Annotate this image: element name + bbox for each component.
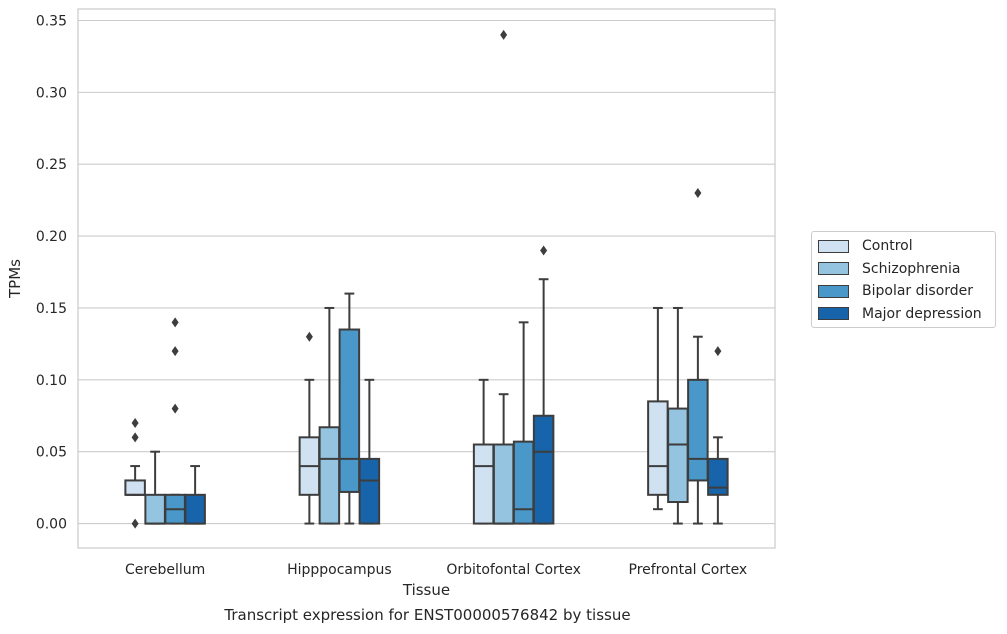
x-tick-label: Hipppocampus [287, 562, 392, 578]
box-iqr [512, 440, 535, 525]
y-tick-label: 0.10 [36, 373, 67, 389]
box-major-depression [358, 378, 381, 525]
box-iqr [687, 378, 709, 482]
box-iqr [647, 400, 669, 496]
x-tick-label: Cerebellum [125, 562, 205, 578]
plot-frame [77, 8, 776, 549]
outlier-point [540, 245, 548, 256]
y-axis-label: TPMs [6, 259, 24, 299]
y-tick-label: 0.35 [36, 13, 67, 29]
box-major-depression [707, 346, 729, 525]
box-iqr [124, 479, 146, 496]
box-bipolar-disorder [687, 187, 709, 525]
box-bipolar-disorder [338, 292, 361, 525]
outlier-point [171, 403, 179, 414]
legend-label: Bipolar disorder [862, 283, 974, 300]
outlier-point [694, 187, 702, 198]
box-major-depression [184, 465, 206, 525]
x-tick-label: Orbitofontal Cortex [446, 562, 581, 578]
boxes-group [124, 29, 729, 529]
legend-item: Major depression [818, 303, 989, 326]
y-tick-label: 0.15 [36, 301, 67, 317]
box-iqr [144, 493, 166, 525]
box-bipolar-disorder [164, 317, 186, 525]
box-schizophrenia [667, 306, 689, 525]
legend-label: Control [862, 238, 913, 255]
box-schizophrenia [492, 29, 515, 525]
outlier-point [171, 346, 179, 357]
box-iqr [667, 407, 689, 504]
outlier-point [305, 331, 313, 342]
outlier-point [714, 346, 722, 357]
legend-label: Schizophrenia [862, 260, 961, 277]
box-control [647, 306, 669, 511]
outlier-point [171, 317, 179, 328]
outlier-point [500, 29, 508, 40]
legend-item: Schizophrenia [818, 258, 989, 281]
y-tick-label: 0.20 [36, 229, 67, 245]
box-schizophrenia [318, 306, 341, 525]
box-iqr [532, 414, 555, 525]
box-control [472, 378, 495, 525]
box-major-depression [532, 245, 555, 525]
legend-item: Control [818, 235, 989, 258]
box-iqr [318, 426, 341, 525]
legend-swatch [818, 262, 849, 276]
y-tick-label: 0.25 [36, 157, 67, 173]
box-iqr [338, 328, 361, 493]
x-tick-labels: Cerebellum Hipppocampus Orbitofontal Corte… [125, 562, 747, 578]
outlier-point [131, 432, 139, 443]
legend-swatch [818, 239, 849, 253]
outlier-point [131, 417, 139, 428]
outlier-point [131, 518, 139, 529]
legend: Control Schizophrenia Bipolar disorder Majo… [811, 231, 996, 328]
box-control [124, 417, 146, 529]
box-iqr [358, 457, 381, 525]
legend-label: Major depression [862, 305, 982, 322]
legend-item: Bipolar disorder [818, 280, 989, 303]
y-tick-label: 0.00 [36, 517, 67, 533]
y-tick-labels: 0.00 0.05 0.10 0.15 0.20 0.25 0.30 0.35 [36, 13, 67, 532]
legend-swatch [818, 284, 849, 298]
box-iqr [707, 457, 729, 496]
box-iqr [492, 443, 515, 525]
legend-swatch [818, 307, 849, 321]
y-tick-label: 0.05 [36, 445, 67, 461]
box-iqr [472, 443, 495, 525]
chart-caption: Transcript expression for ENST0000057684… [224, 606, 631, 624]
box-schizophrenia [144, 450, 166, 525]
gridlines [78, 19, 775, 525]
x-tick-label: Prefrontal Cortex [629, 562, 748, 578]
box-bipolar-disorder [512, 321, 535, 525]
box-iqr [184, 493, 206, 525]
box-control [298, 331, 321, 525]
x-axis-label: Tissue [402, 581, 450, 599]
y-tick-label: 0.30 [36, 85, 67, 101]
